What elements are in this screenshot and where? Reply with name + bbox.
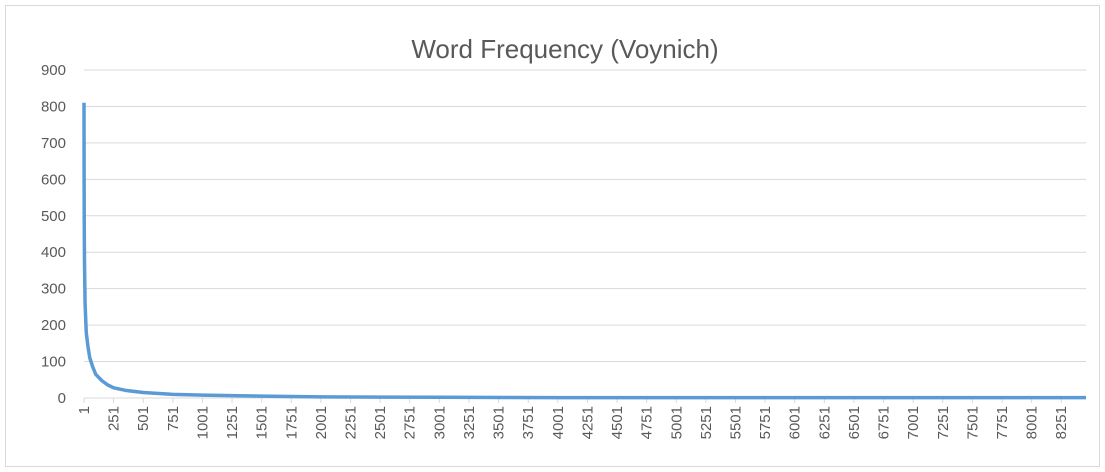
y-tick-label: 500 [41, 208, 66, 225]
x-tick-label: 7251 [935, 406, 952, 439]
x-tick-label: 7501 [964, 406, 981, 439]
x-tick-label: 5001 [668, 406, 685, 439]
x-tick-label: 501 [135, 406, 152, 431]
x-tick-label: 5751 [757, 406, 774, 439]
x-tick-label: 1001 [194, 406, 211, 439]
x-tick-label: 8001 [1024, 406, 1041, 439]
x-tick-label: 2001 [313, 406, 330, 439]
x-tick-label: 3001 [431, 406, 448, 439]
x-tick-label: 2501 [372, 406, 389, 439]
x-tick-label: 4501 [609, 406, 626, 439]
x-tick-label: 251 [106, 406, 123, 431]
x-tick-label: 6501 [846, 406, 863, 439]
x-tick-label: 7751 [994, 406, 1011, 439]
x-tick-label: 5501 [727, 406, 744, 439]
x-tick-label: 6001 [787, 406, 804, 439]
x-tick-label: 8251 [1053, 406, 1070, 439]
y-tick-label: 300 [41, 281, 66, 298]
x-tick-label: 1251 [224, 406, 241, 439]
x-tick-label: 1 [76, 406, 93, 414]
x-tick-label: 3251 [461, 406, 478, 439]
chart-title: Word Frequency (Voynich) [411, 34, 718, 64]
y-tick-label: 600 [41, 171, 66, 188]
x-tick-label: 2251 [343, 406, 360, 439]
x-tick-label: 4001 [550, 406, 567, 439]
x-tick-label: 4751 [639, 406, 656, 439]
line [82, 102, 1086, 400]
y-tick-label: 900 [41, 62, 66, 79]
x-tick-label: 751 [165, 406, 182, 431]
x-tick-label: 1751 [283, 406, 300, 439]
y-tick-label: 800 [41, 98, 66, 115]
x-tick-label: 3501 [491, 406, 508, 439]
y-tick-label: 200 [41, 317, 66, 334]
chart-border [5, 5, 1100, 467]
y-tick-label: 700 [41, 135, 66, 152]
x-tick-label: 1501 [254, 406, 271, 439]
y-tick-label: 400 [41, 244, 66, 261]
x-tick-label: 5251 [698, 406, 715, 439]
x-tick-label: 6751 [876, 406, 893, 439]
y-tick-label: 100 [41, 354, 66, 371]
x-tick-label: 4251 [579, 406, 596, 439]
x-tick-label: 6251 [816, 406, 833, 439]
x-tick-label: 3751 [520, 406, 537, 439]
x-tick-label: 7001 [905, 406, 922, 439]
y-tick-label: 0 [58, 390, 66, 407]
x-tick-label: 2751 [402, 406, 419, 439]
